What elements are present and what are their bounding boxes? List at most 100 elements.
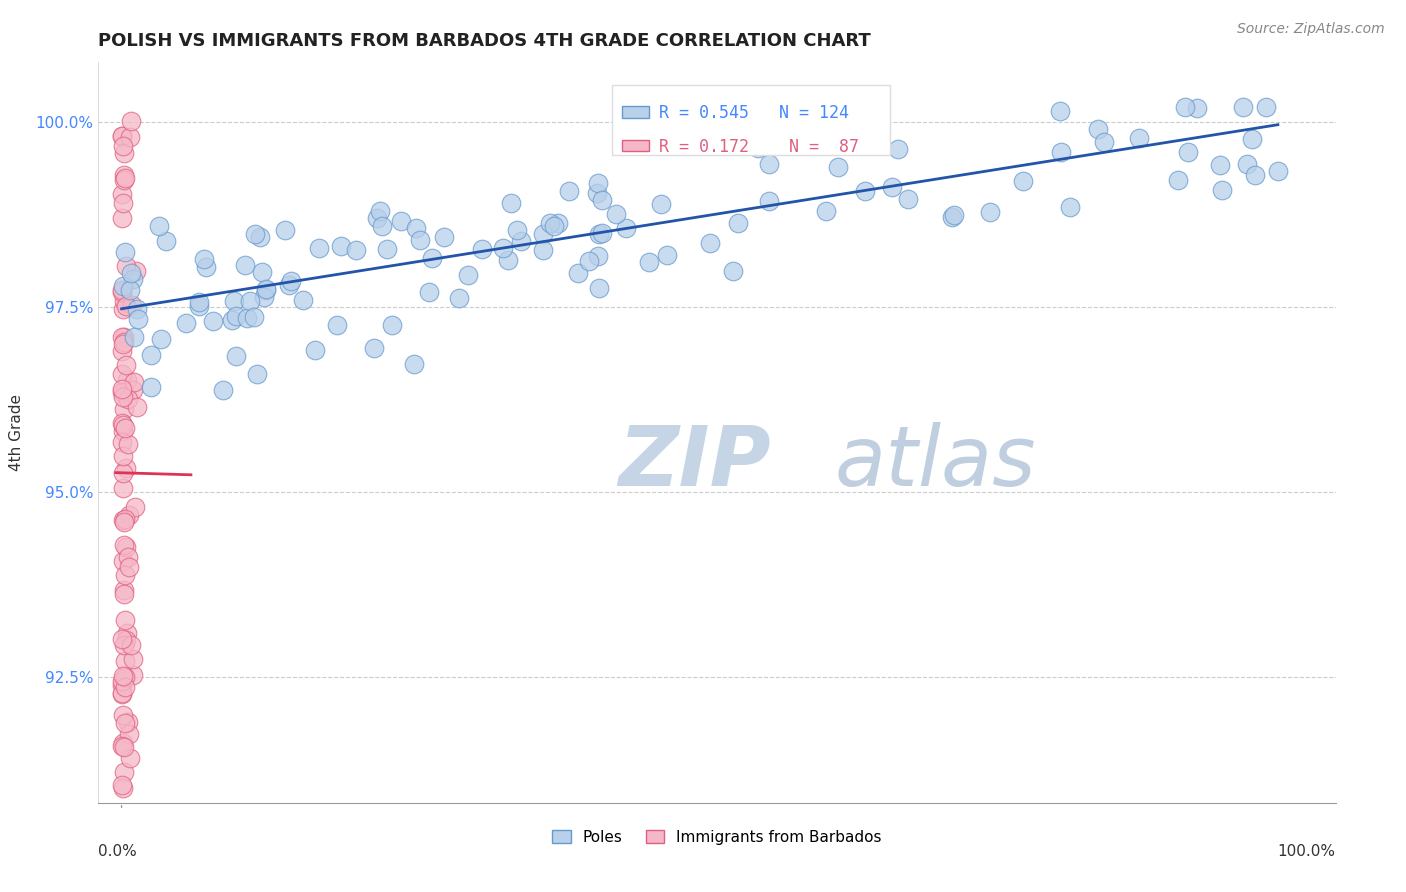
Point: [111, 708, 134, 723]
Point: [111, 677, 134, 691]
Point: [111, 467, 134, 481]
Point: [111, 385, 134, 400]
Point: [853, 184, 876, 198]
Point: [141, 380, 163, 394]
Point: [1177, 145, 1199, 159]
Point: [588, 227, 610, 242]
Point: [114, 299, 136, 313]
Point: [111, 739, 134, 754]
Point: [1167, 173, 1189, 187]
Point: [471, 242, 494, 256]
Point: [250, 265, 273, 279]
Point: [120, 114, 142, 128]
Point: [114, 293, 136, 308]
Point: [827, 160, 849, 174]
Point: [1128, 130, 1150, 145]
Point: [815, 203, 838, 218]
Point: [111, 211, 134, 225]
Point: [174, 317, 197, 331]
Point: [114, 171, 136, 186]
Point: [112, 330, 135, 344]
Point: [249, 230, 271, 244]
Point: [330, 239, 353, 253]
Point: [148, 219, 170, 233]
Point: [557, 184, 579, 198]
Point: [499, 195, 522, 210]
Point: [578, 253, 600, 268]
Point: [127, 400, 149, 414]
Point: [221, 313, 243, 327]
Point: [112, 554, 135, 568]
Point: [120, 750, 142, 764]
Point: [405, 220, 427, 235]
Point: [117, 715, 139, 730]
Text: R = 0.172    N =  87: R = 0.172 N = 87: [659, 137, 859, 155]
Point: [211, 384, 233, 398]
Point: [149, 332, 172, 346]
Point: [112, 765, 135, 780]
Point: [139, 348, 162, 362]
Point: [1050, 145, 1073, 160]
Point: [112, 138, 135, 153]
Point: [201, 314, 224, 328]
Text: POLISH VS IMMIGRANTS FROM BARBADOS 4TH GRADE CORRELATION CHART: POLISH VS IMMIGRANTS FROM BARBADOS 4TH G…: [98, 32, 872, 50]
Point: [111, 330, 134, 344]
Point: [117, 437, 139, 451]
Legend: Poles, Immigrants from Barbados: Poles, Immigrants from Barbados: [547, 823, 887, 851]
Point: [304, 343, 326, 357]
Point: [117, 550, 139, 565]
Point: [638, 255, 661, 269]
Point: [121, 383, 143, 397]
Point: [224, 294, 246, 309]
Point: [114, 680, 136, 694]
Point: [1185, 101, 1208, 115]
Point: [758, 157, 780, 171]
Point: [122, 375, 145, 389]
Point: [492, 241, 515, 255]
Point: [1049, 104, 1071, 119]
Point: [112, 279, 135, 293]
Point: [111, 284, 134, 298]
Point: [785, 100, 807, 114]
Point: [586, 249, 609, 263]
Point: [114, 715, 136, 730]
Point: [111, 669, 134, 683]
Point: [127, 312, 149, 326]
Point: [389, 214, 412, 228]
Point: [111, 778, 134, 792]
Point: [111, 632, 134, 646]
Point: [1232, 100, 1254, 114]
Point: [1087, 122, 1109, 136]
Point: [496, 253, 519, 268]
Point: [121, 668, 143, 682]
Point: [127, 301, 149, 316]
Point: [1236, 157, 1258, 171]
Point: [655, 248, 678, 262]
Point: [605, 207, 627, 221]
Point: [273, 222, 295, 236]
Point: [727, 216, 749, 230]
Point: [236, 310, 259, 325]
Point: [245, 227, 267, 241]
Point: [120, 266, 142, 280]
Point: [418, 285, 440, 299]
Text: 0.0%: 0.0%: [98, 844, 138, 858]
Point: [112, 401, 135, 416]
Point: [246, 368, 269, 382]
Point: [233, 258, 256, 272]
Bar: [621, 106, 650, 118]
Point: [114, 244, 136, 259]
Point: [897, 193, 920, 207]
Point: [115, 373, 138, 387]
Point: [325, 318, 347, 332]
Point: [111, 368, 134, 382]
Point: [433, 230, 456, 244]
Text: Source: ZipAtlas.com: Source: ZipAtlas.com: [1237, 22, 1385, 37]
Point: [538, 216, 561, 230]
Point: [979, 204, 1001, 219]
Point: [111, 434, 134, 449]
Bar: [621, 140, 650, 152]
Point: [758, 194, 780, 209]
Point: [111, 687, 134, 701]
Point: [457, 268, 479, 283]
